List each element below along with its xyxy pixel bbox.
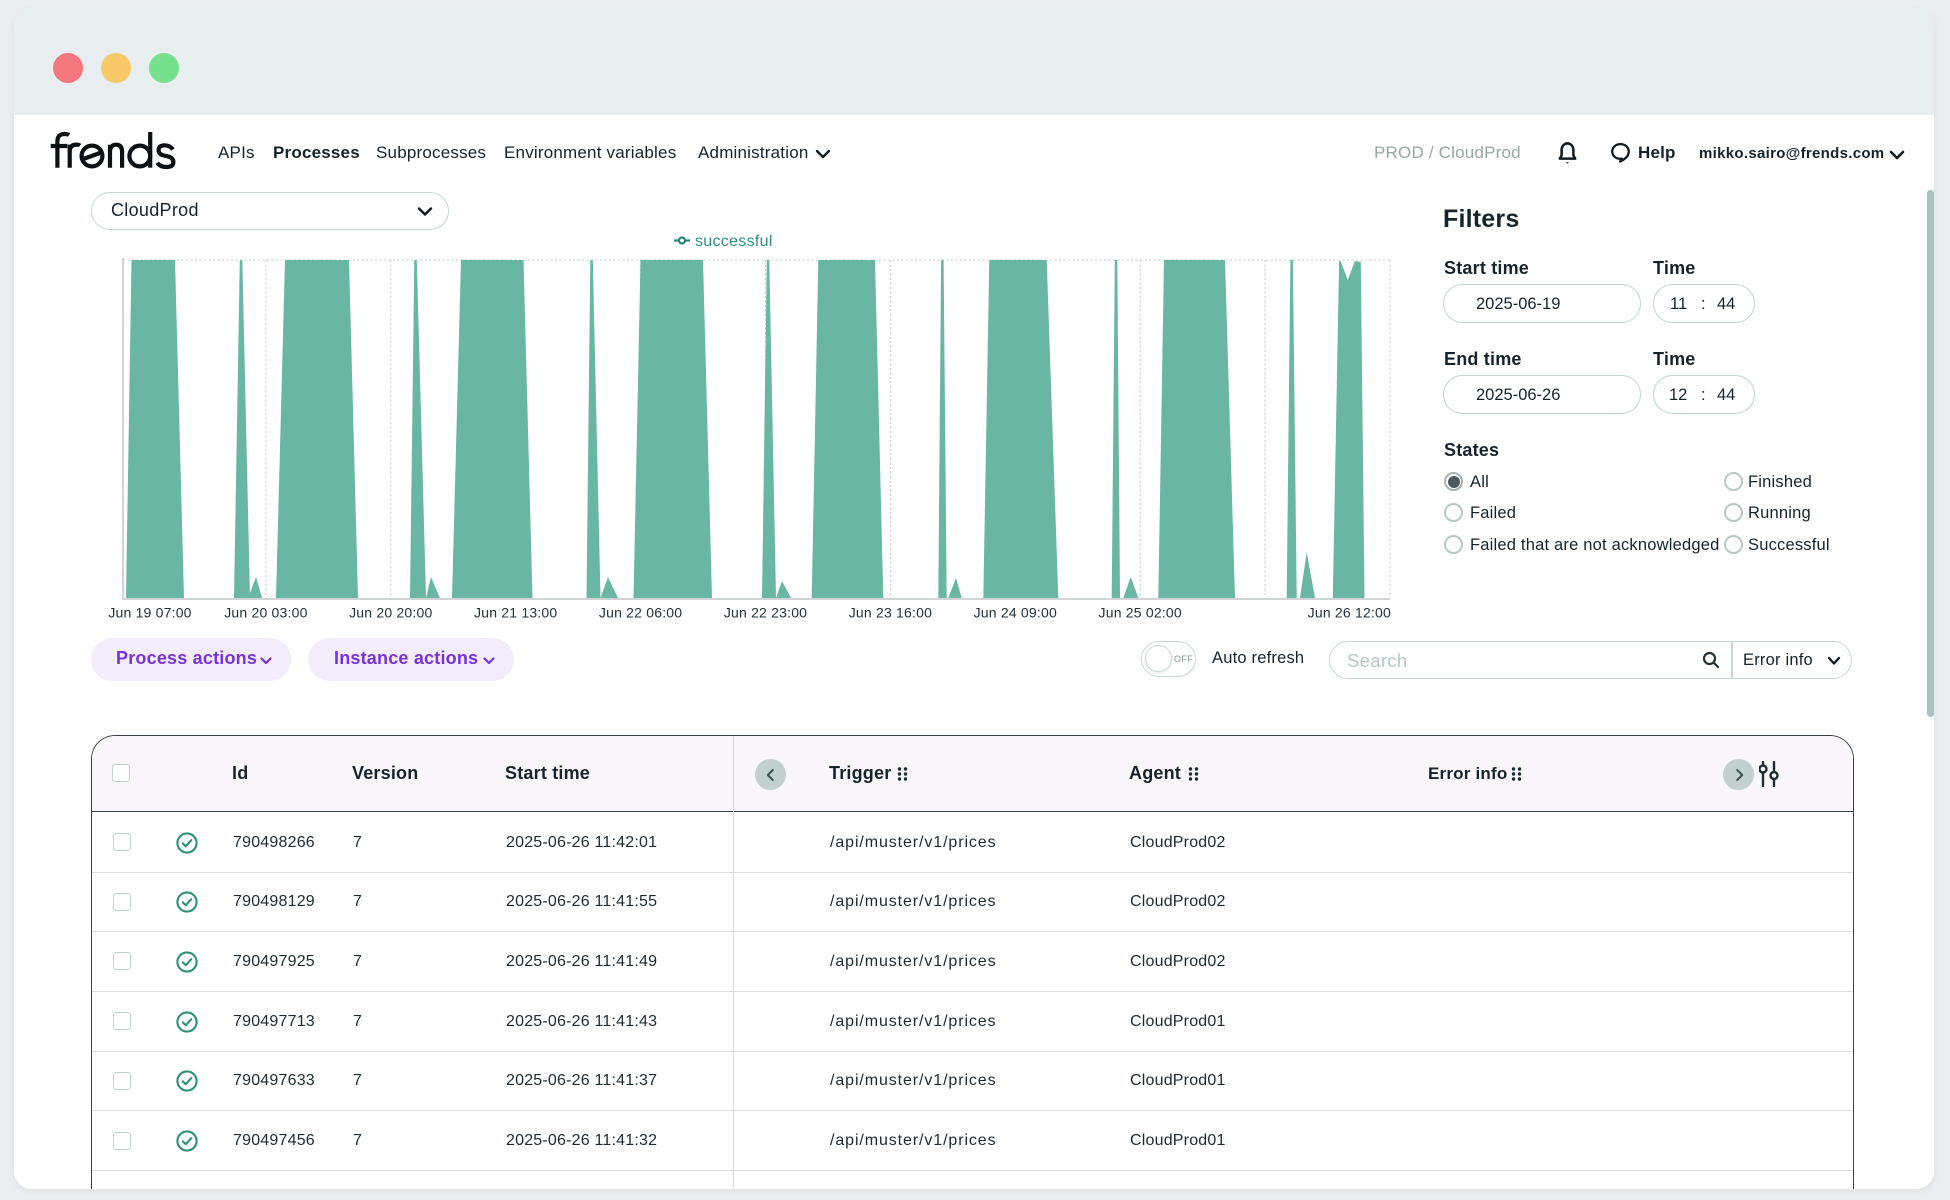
svg-text:Jun 23 16:00: Jun 23 16:00 — [849, 605, 932, 621]
svg-text:Jun 22 23:00: Jun 22 23:00 — [724, 605, 807, 621]
svg-text:Jun 20 03:00: Jun 20 03:00 — [224, 605, 307, 621]
svg-text:Jun 25 02:00: Jun 25 02:00 — [1099, 605, 1182, 621]
svg-text:Jun 21 13:00: Jun 21 13:00 — [474, 605, 557, 621]
svg-text:Jun 26 12:00: Jun 26 12:00 — [1308, 605, 1391, 621]
svg-text:Jun 22 06:00: Jun 22 06:00 — [599, 605, 682, 621]
svg-text:successful: successful — [695, 233, 773, 250]
svg-text:Jun 20 20:00: Jun 20 20:00 — [349, 605, 432, 621]
svg-text:Jun 19 07:00: Jun 19 07:00 — [108, 605, 191, 621]
svg-text:Jun 24 09:00: Jun 24 09:00 — [974, 605, 1057, 621]
